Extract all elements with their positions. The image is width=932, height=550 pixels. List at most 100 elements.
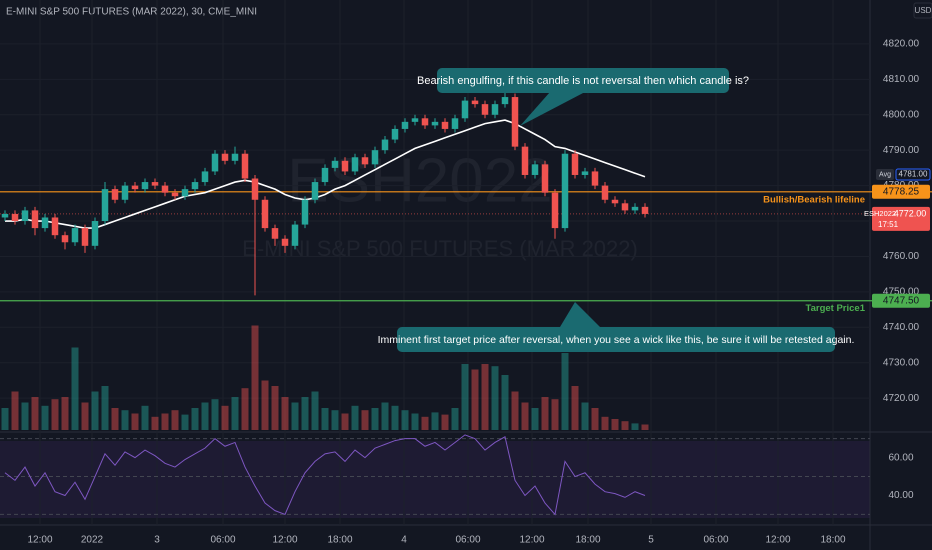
x-tick-label: 3 [154,535,160,546]
volume-bar [121,410,129,430]
volume-bar [641,424,649,430]
candle-body [341,160,349,172]
candle-body [441,121,449,129]
candle-body [301,199,309,225]
volume-bar [111,408,119,430]
candle-body [281,238,289,246]
candle-body [41,217,49,229]
candle-body [91,221,99,246]
chart-title: E-MINI S&P 500 FUTURES (MAR 2022), 30, C… [6,7,257,18]
candle-body [181,189,189,197]
candle-body [581,171,589,175]
rsi-tick-label: 40.00 [888,490,913,501]
volume-bar [341,413,349,430]
volume-bar [101,386,109,430]
volume-bar [441,414,449,430]
candle-body [291,224,299,246]
callout: Bearish engulfing, if this candle is not… [417,68,749,126]
volume-bar [601,416,609,430]
volume-bar [311,391,319,430]
volume-bar [471,369,479,430]
volume-bar [551,399,559,430]
candle-body [241,153,249,179]
candle-body [231,153,239,161]
candle-body [531,164,539,175]
volume-bar [631,423,639,430]
callout: Imminent first target price after revers… [378,302,854,352]
currency-box[interactable] [913,2,932,19]
volume-bar [261,380,269,430]
candle-body [571,153,579,175]
volume-bar [81,402,89,430]
price-tag-label: 4778.25 [883,186,920,197]
candle-body [81,228,89,246]
volume-bar [21,402,29,430]
volume-bar [151,416,159,430]
level-name: Bullish/Bearish lifeline [763,194,865,205]
candle-body [61,235,69,243]
callout-pointer [520,92,585,126]
volume-bar [371,408,379,430]
candle-body [381,139,389,151]
candle-body [211,153,219,172]
candle-body [171,192,179,197]
candle-body [591,171,599,186]
callout-box [397,327,835,352]
candle-body [71,228,79,243]
candle-body [601,185,609,200]
annotation: Bearish engulfing, if this candle is not… [417,75,749,87]
volume-bar [241,388,249,430]
candle-body [481,104,489,115]
volume-bar [511,391,519,430]
volume-bar [271,386,279,430]
x-tick-label: 4 [401,535,407,546]
y-tick-label: 4750.00 [883,287,920,298]
volume-bar [401,410,409,430]
candle-body [421,118,429,126]
y-tick-label: 4800.00 [883,109,920,120]
volume-bar [611,419,619,430]
candle-body [371,150,379,165]
volume-bar [571,386,579,430]
volume-bar [91,391,99,430]
x-tick-label: 18:00 [820,535,845,546]
volume-bar [191,408,199,430]
volume-bar [251,325,259,430]
x-tick-label: 06:00 [455,535,480,546]
candle-body [451,118,459,129]
volume-bar [621,421,629,430]
volume-bar [11,391,19,430]
volume-bar [141,405,149,430]
volume-bar [491,366,499,430]
y-tick-label: 4760.00 [883,251,920,262]
volume-bar [561,353,569,430]
callout-box [437,68,729,93]
candle-body [461,100,469,119]
avg-name: Avg [879,171,891,178]
candle-body [31,210,39,229]
y-tick-label: 4740.00 [883,322,920,333]
candle-body [161,185,169,193]
x-tick-label: 12:00 [272,535,297,546]
price-tag [872,184,930,199]
candle-body [1,213,9,218]
x-tick-label: 18:00 [327,535,352,546]
candle-body [621,203,629,211]
volume-bar [521,402,529,430]
price-tag [872,293,930,308]
volume-bar [1,408,9,430]
volume-bar [51,399,59,430]
y-tick-label: 4810.00 [883,74,920,85]
candle-body [511,97,519,147]
candle-body [121,185,129,200]
candle-body [101,189,109,222]
candle-body [351,157,359,172]
candle-body [191,182,199,190]
volume-bar [541,397,549,430]
volume-bar [451,408,459,430]
rsi-line [4,434,646,516]
candle-body [401,121,409,129]
x-tick-label: 06:00 [210,535,235,546]
volume-bar [131,413,139,430]
